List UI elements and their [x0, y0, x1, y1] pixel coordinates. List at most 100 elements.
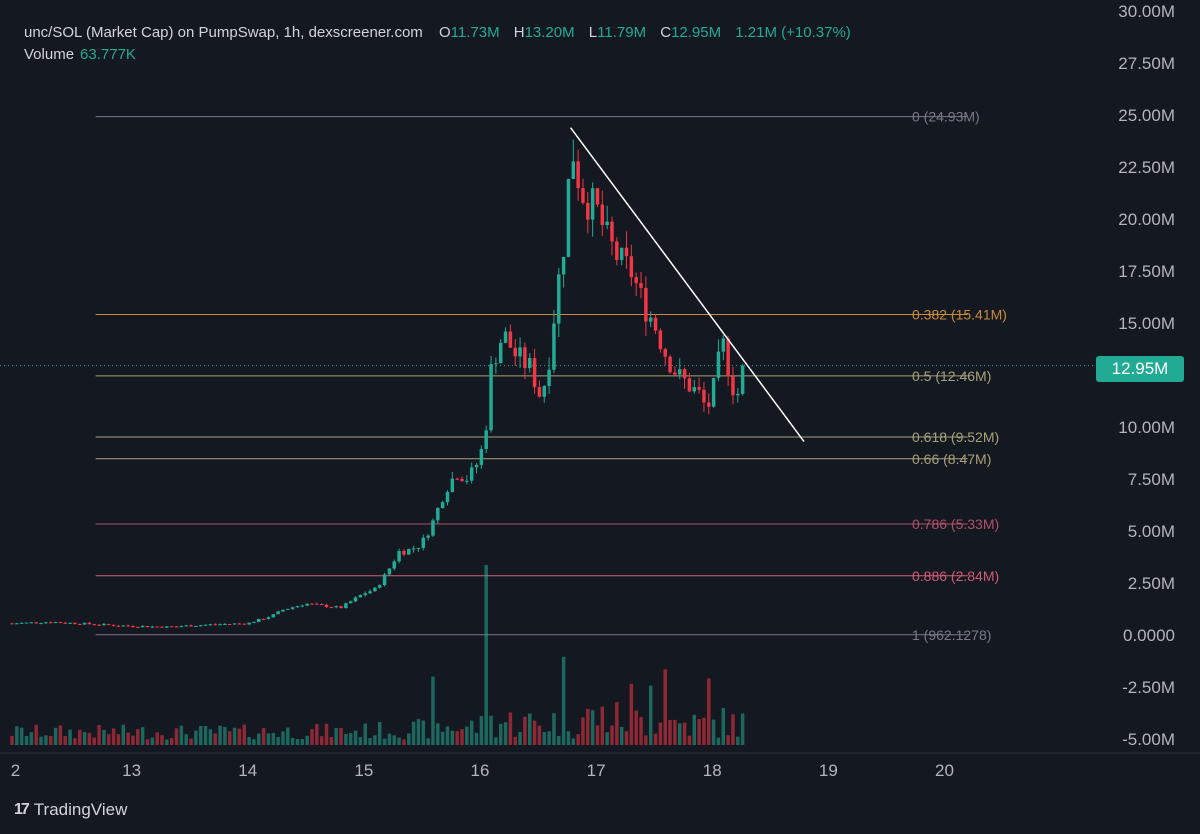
- volume-bar: [203, 726, 208, 745]
- volume-bar: [557, 735, 561, 745]
- volume-bar: [653, 733, 658, 745]
- candle-body: [169, 626, 174, 628]
- volume-bar: [339, 728, 343, 745]
- candle-body: [581, 188, 585, 203]
- candle-body: [223, 623, 227, 625]
- volume-bar: [460, 729, 464, 745]
- volume-bar: [673, 719, 677, 745]
- candle-body: [179, 626, 184, 628]
- volume-bar: [711, 719, 716, 745]
- volume-bar: [92, 737, 96, 745]
- volume-bar: [290, 737, 295, 745]
- fib-label: 0.66 (8.47M): [912, 451, 991, 467]
- volume-legend: Volume 63.777K: [24, 46, 136, 63]
- volume-bar: [436, 723, 440, 745]
- candle-body: [678, 369, 682, 375]
- volume-bar: [731, 714, 735, 745]
- candle-body: [397, 550, 401, 562]
- volume-bar: [682, 722, 687, 745]
- volume-bar: [378, 722, 382, 745]
- candle-body: [368, 591, 372, 594]
- candle-body: [48, 622, 53, 624]
- candle-body: [629, 256, 634, 278]
- x-tick-label: 16: [471, 761, 490, 780]
- tradingview-logo-icon: 17: [14, 801, 30, 818]
- x-tick-label: 13: [122, 761, 141, 780]
- volume-bar: [697, 719, 701, 745]
- candle-body: [576, 161, 580, 189]
- volume-bar: [668, 719, 672, 745]
- volume-bar: [561, 656, 566, 745]
- y-tick-label: 15.00M: [1118, 314, 1175, 333]
- volume-bar: [576, 734, 580, 745]
- candle-body: [416, 547, 421, 549]
- volume-bar: [44, 735, 48, 745]
- volume-bar: [319, 736, 324, 745]
- volume-bar: [63, 736, 67, 745]
- volume-bar: [165, 739, 169, 745]
- volume-bar: [721, 707, 726, 745]
- candle-body: [358, 595, 363, 598]
- volume-bar: [29, 732, 34, 745]
- volume-bar: [97, 724, 101, 745]
- candle-body: [542, 386, 546, 397]
- candle-body: [218, 624, 222, 626]
- candle-body: [624, 247, 629, 257]
- volume-bar: [581, 717, 585, 745]
- candle-body: [324, 604, 329, 608]
- candle-body: [668, 356, 672, 373]
- volume-bar: [107, 734, 111, 745]
- candle-body: [184, 625, 188, 627]
- volume-bar: [494, 737, 498, 745]
- volume-bar: [629, 683, 634, 745]
- candle-body: [697, 387, 701, 390]
- candle-body: [702, 389, 706, 403]
- open-value: 11.73M: [450, 24, 500, 41]
- y-tick-label: 2.50M: [1128, 574, 1175, 593]
- volume-bar: [537, 725, 542, 745]
- volume-bar: [111, 728, 116, 745]
- volume-bar: [619, 726, 624, 745]
- candle-body: [160, 626, 164, 628]
- candle-body: [228, 623, 232, 625]
- x-tick-label: 17: [587, 761, 606, 780]
- candle-body: [537, 387, 542, 397]
- candle-body: [97, 624, 101, 626]
- volume-bar: [348, 733, 353, 745]
- candle-body: [687, 378, 692, 392]
- candle-body: [663, 349, 667, 357]
- candle-body: [736, 393, 740, 396]
- candle-body: [78, 624, 82, 626]
- volume-bar: [174, 728, 179, 745]
- volume-bar: [450, 730, 455, 745]
- y-tick-label: 5.00M: [1128, 522, 1175, 541]
- volume-bar: [552, 713, 556, 745]
- candle-body: [484, 430, 488, 449]
- candle-body: [436, 507, 440, 521]
- volume-bar: [228, 731, 232, 745]
- candle-body: [271, 614, 276, 618]
- volume-bar: [469, 720, 474, 745]
- volume-bar: [590, 710, 595, 745]
- volume-bar: [426, 738, 430, 745]
- volume-bar: [532, 720, 537, 745]
- volume-bar: [252, 739, 256, 745]
- tradingview-brand[interactable]: 17 TradingView: [14, 800, 127, 820]
- last-price-badge: 12.95M: [1096, 356, 1184, 382]
- volume-bar: [407, 733, 411, 745]
- candle-body: [126, 625, 130, 627]
- candle-body: [648, 317, 653, 322]
- candle-body: [189, 625, 193, 627]
- symbol-title[interactable]: unc/SOL (Market Cap) on PumpSwap, 1h, de…: [24, 24, 423, 41]
- volume-bar: [19, 727, 24, 745]
- candle-body: [474, 464, 479, 468]
- volume-bar: [208, 729, 213, 745]
- candle-body: [440, 502, 445, 508]
- volume-bar: [24, 736, 29, 745]
- candle-body: [411, 548, 416, 550]
- candle-body: [363, 593, 367, 596]
- volume-bar: [39, 736, 43, 745]
- candle-body: [290, 607, 295, 609]
- volume-bar: [363, 723, 367, 745]
